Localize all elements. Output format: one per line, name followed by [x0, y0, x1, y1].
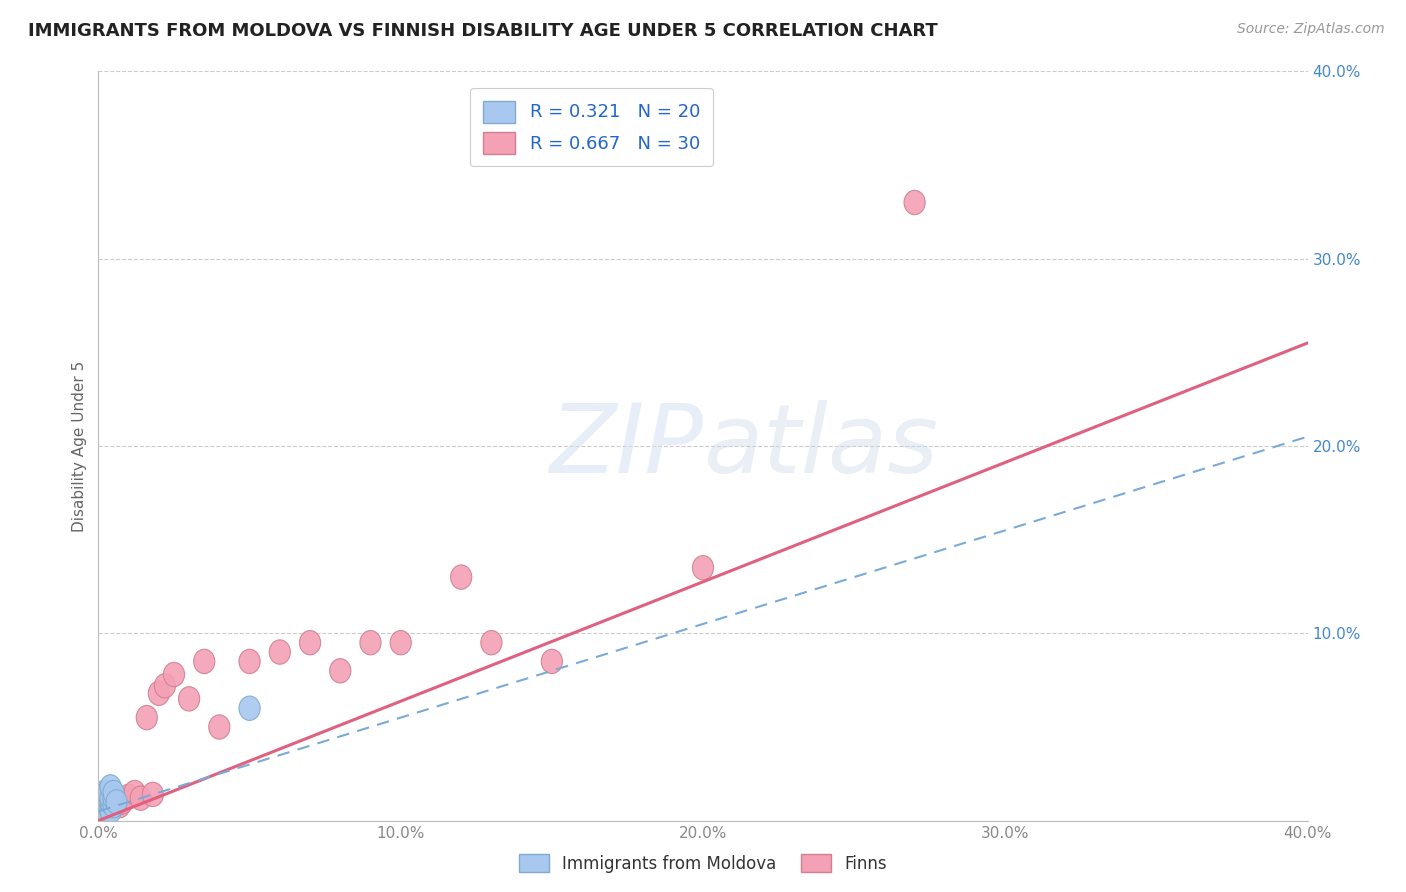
Ellipse shape: [299, 631, 321, 655]
Ellipse shape: [103, 794, 124, 818]
Ellipse shape: [329, 658, 352, 683]
Text: Source: ZipAtlas.com: Source: ZipAtlas.com: [1237, 22, 1385, 37]
Ellipse shape: [142, 782, 163, 806]
Ellipse shape: [450, 565, 472, 590]
Ellipse shape: [94, 786, 115, 810]
Ellipse shape: [481, 631, 502, 655]
Ellipse shape: [97, 789, 118, 814]
Ellipse shape: [100, 799, 121, 823]
Ellipse shape: [124, 780, 145, 805]
Ellipse shape: [110, 794, 131, 818]
Ellipse shape: [94, 780, 115, 805]
Ellipse shape: [136, 706, 157, 730]
Legend: R = 0.321   N = 20, R = 0.667   N = 30: R = 0.321 N = 20, R = 0.667 N = 30: [470, 88, 713, 166]
Ellipse shape: [155, 673, 176, 698]
Legend: Immigrants from Moldova, Finns: Immigrants from Moldova, Finns: [512, 847, 894, 880]
Ellipse shape: [103, 780, 124, 805]
Ellipse shape: [112, 789, 134, 814]
Ellipse shape: [163, 663, 184, 687]
Ellipse shape: [148, 681, 170, 706]
Text: IMMIGRANTS FROM MOLDOVA VS FINNISH DISABILITY AGE UNDER 5 CORRELATION CHART: IMMIGRANTS FROM MOLDOVA VS FINNISH DISAB…: [28, 22, 938, 40]
Ellipse shape: [541, 649, 562, 673]
Ellipse shape: [91, 799, 112, 823]
Ellipse shape: [103, 789, 124, 814]
Ellipse shape: [100, 786, 121, 810]
Ellipse shape: [692, 556, 714, 580]
Ellipse shape: [179, 687, 200, 711]
Ellipse shape: [105, 789, 127, 814]
Ellipse shape: [97, 799, 118, 823]
Ellipse shape: [100, 794, 121, 818]
Ellipse shape: [131, 786, 152, 810]
Ellipse shape: [105, 786, 127, 810]
Ellipse shape: [94, 799, 115, 823]
Ellipse shape: [904, 190, 925, 215]
Text: ZIP: ZIP: [550, 400, 703, 492]
Y-axis label: Disability Age Under 5: Disability Age Under 5: [72, 360, 87, 532]
Ellipse shape: [97, 780, 118, 805]
Ellipse shape: [269, 640, 291, 665]
Ellipse shape: [97, 786, 118, 810]
Ellipse shape: [103, 786, 124, 810]
Ellipse shape: [97, 794, 118, 818]
Ellipse shape: [100, 789, 121, 814]
Ellipse shape: [97, 796, 118, 820]
Ellipse shape: [94, 789, 115, 814]
Ellipse shape: [239, 696, 260, 721]
Ellipse shape: [194, 649, 215, 673]
Ellipse shape: [118, 784, 139, 808]
Text: atlas: atlas: [703, 400, 938, 492]
Ellipse shape: [100, 775, 121, 799]
Ellipse shape: [239, 649, 260, 673]
Ellipse shape: [389, 631, 412, 655]
Ellipse shape: [91, 803, 112, 827]
Ellipse shape: [360, 631, 381, 655]
Ellipse shape: [94, 799, 115, 823]
Ellipse shape: [91, 794, 112, 818]
Ellipse shape: [208, 714, 231, 739]
